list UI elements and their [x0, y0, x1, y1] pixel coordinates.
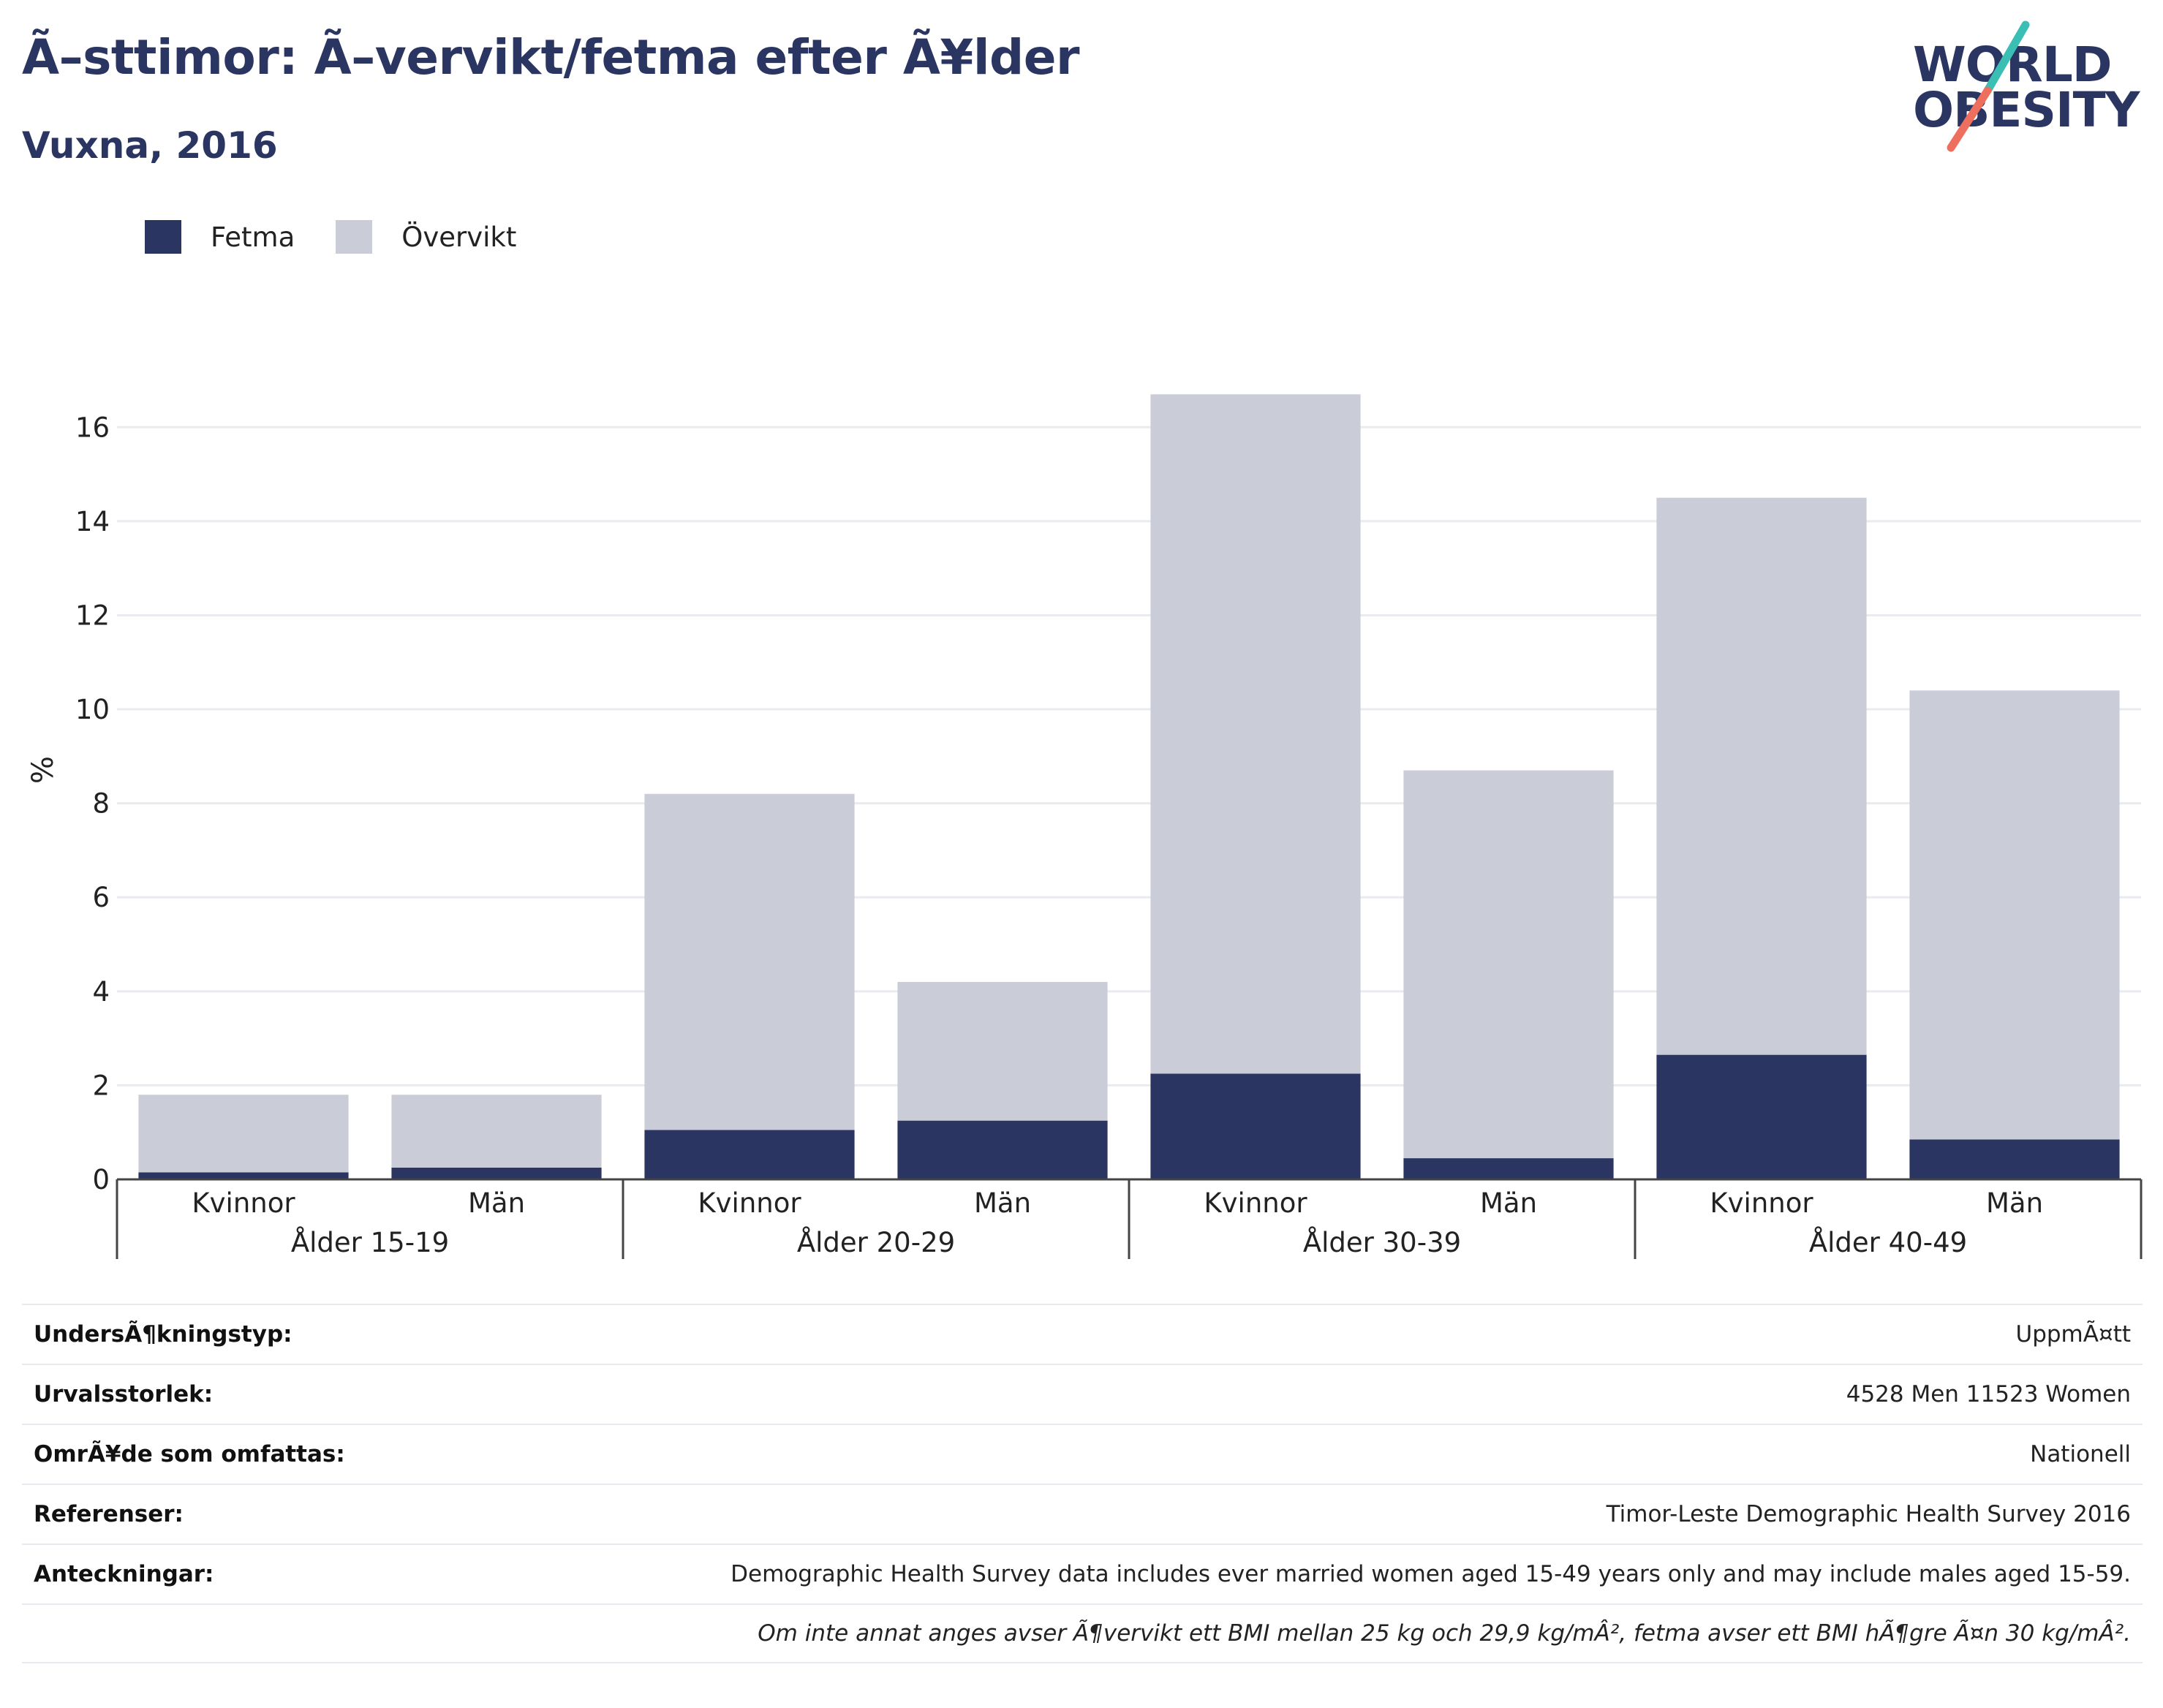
- legend-item-overvikt[interactable]: Övervikt: [336, 220, 516, 254]
- y-tick-label: 0: [92, 1164, 110, 1195]
- logo-slash-icon: [1947, 20, 2030, 152]
- bar-overvikt: [644, 793, 855, 1130]
- footnote: Om inte annat anges avser Ã¶vervikt ett …: [758, 1620, 2131, 1647]
- info-value: Demographic Health Survey data includes …: [731, 1561, 2131, 1587]
- x-category-label: Kvinnor: [698, 1187, 801, 1219]
- world-obesity-logo: WORLD OBESITY: [1901, 15, 2150, 161]
- x-group-label: Ålder 30-39: [1303, 1226, 1461, 1258]
- info-label: Urvalsstorlek:: [34, 1381, 214, 1407]
- info-row-survey-type: UndersÃ¶kningstyp: UppmÃ¤tt: [22, 1304, 2143, 1364]
- info-row-notes: Anteckningar: Demographic Health Survey …: [22, 1543, 2143, 1603]
- bar-overvikt: [1656, 497, 1867, 1055]
- info-value: Nationell: [2030, 1441, 2131, 1467]
- legend: Fetma Övervikt: [145, 216, 557, 257]
- y-tick-label: 14: [75, 506, 110, 537]
- info-row-sample-size: Urvalsstorlek: 4528 Men 11523 Women: [22, 1364, 2143, 1424]
- x-category-label: Män: [1986, 1187, 2043, 1219]
- y-tick-label: 12: [75, 600, 110, 631]
- bar-fetma: [1656, 1054, 1867, 1179]
- info-row-area-covered: OmrÃ¥de som omfattas: Nationell: [22, 1424, 2143, 1484]
- x-group-label: Ålder 20-29: [797, 1226, 955, 1258]
- x-category-label: Kvinnor: [1204, 1187, 1307, 1219]
- info-value: UppmÃ¤tt: [2015, 1321, 2131, 1348]
- bar-overvikt: [1403, 770, 1614, 1159]
- x-group-label: Ålder 15-19: [291, 1226, 449, 1258]
- x-group-label: Ålder 40-49: [1809, 1226, 1967, 1258]
- bar-fetma: [391, 1167, 602, 1179]
- y-tick-label: 6: [92, 882, 110, 913]
- y-tick-label: 10: [75, 694, 110, 725]
- legend-item-fetma[interactable]: Fetma: [145, 220, 295, 254]
- info-label: Referenser:: [34, 1501, 184, 1527]
- bar-overvikt: [1909, 690, 2120, 1140]
- info-value: Timor-Leste Demographic Health Survey 20…: [1606, 1501, 2131, 1527]
- bar-fetma: [1403, 1158, 1614, 1179]
- info-value: 4528 Men 11523 Women: [1846, 1381, 2131, 1407]
- bar-fetma: [644, 1130, 855, 1179]
- bar-overvikt: [138, 1095, 349, 1173]
- y-tick-label: 16: [75, 412, 110, 443]
- info-table: UndersÃ¶kningstyp: UppmÃ¤tt Urvalsstorle…: [22, 1304, 2143, 1663]
- y-tick-label: 2: [92, 1070, 110, 1101]
- chart-subtitle: Vuxna, 2016: [22, 124, 278, 167]
- legend-label-overvikt: Övervikt: [401, 221, 517, 253]
- info-row-footnote: Om inte annat anges avser Ã¶vervikt ett …: [22, 1603, 2143, 1663]
- x-category-label: Kvinnor: [1710, 1187, 1813, 1219]
- x-category-label: Män: [974, 1187, 1031, 1219]
- bar-fetma: [1150, 1073, 1361, 1179]
- logo-text-line2: OBESITY: [1913, 82, 2140, 138]
- legend-swatch-fetma: [145, 220, 181, 254]
- x-category-label: Män: [1480, 1187, 1537, 1219]
- y-axis-label: %: [26, 756, 60, 784]
- bar-fetma: [138, 1172, 349, 1179]
- legend-swatch-overvikt: [336, 220, 373, 254]
- y-tick-label: 4: [92, 976, 110, 1008]
- bar-fetma: [1909, 1139, 2120, 1179]
- x-category-label: Män: [468, 1187, 525, 1219]
- info-label: UndersÃ¶kningstyp:: [34, 1321, 292, 1348]
- bar-overvikt: [391, 1095, 602, 1168]
- bar-fetma: [897, 1120, 1108, 1179]
- x-category-label: Kvinnor: [192, 1187, 295, 1219]
- stacked-bar-chart: 0 2 4 6 8 10 12 14 16% Kvinnor Män Kvinnor Män Kvinno…: [26, 394, 2143, 1259]
- bar-overvikt: [897, 981, 1108, 1121]
- info-label: OmrÃ¥de som omfattas:: [34, 1441, 345, 1467]
- info-label: Anteckningar:: [34, 1561, 214, 1587]
- legend-label-fetma: Fetma: [211, 221, 295, 253]
- chart-title: Ã–sttimor: Ã–vervikt/fetma efter Ã¥lder: [22, 29, 1080, 86]
- bar-overvikt: [1150, 394, 1361, 1074]
- y-tick-label: 8: [92, 788, 110, 820]
- info-row-references: Referenser: Timor-Leste Demographic Heal…: [22, 1484, 2143, 1543]
